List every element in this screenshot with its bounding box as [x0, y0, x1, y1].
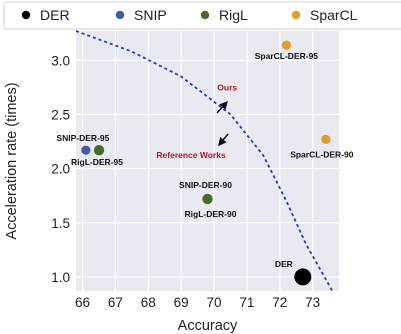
- point-label-snip-der-95: SNIP-DER-95: [56, 133, 109, 143]
- point-label-sparcl-der-90: SparCL-DER-90: [290, 149, 354, 159]
- plot-area: 66 67 68 69 70 71 72 73 1.0 1.5 2.0 2.5 3.0 DER SNIP-D…: [51, 30, 354, 310]
- data-point-sparcl-der-95: [281, 40, 291, 50]
- legend-label-snip: SNIP: [134, 7, 167, 23]
- data-point-rigl-der-95: [93, 144, 105, 156]
- x-tick-label: 68: [141, 295, 156, 310]
- x-tick-label: 73: [305, 295, 320, 310]
- x-tick-label: 69: [174, 295, 189, 310]
- x-tick-label: 71: [239, 295, 254, 310]
- frontier-curve: [75, 30, 334, 292]
- x-tick-label: 67: [108, 295, 123, 310]
- y-tick-label: 1.5: [51, 216, 70, 231]
- point-label-sparcl-der-95: SparCL-DER-95: [255, 51, 319, 61]
- legend-label-der: DER: [40, 7, 70, 23]
- plot-background: [76, 31, 339, 291]
- legend-marker-snip: [115, 10, 125, 20]
- legend-marker-rigl: [200, 10, 210, 20]
- legend-label-sparcl: SparCL: [310, 7, 358, 23]
- point-label-snip-der-90: SNIP-DER-90: [179, 180, 232, 190]
- legend: DER SNIP RigL SparCL: [3, 1, 401, 30]
- legend-marker-sparcl: [291, 10, 301, 20]
- legend-label-rigl: RigL: [219, 7, 248, 23]
- annotation-ours: Ours: [217, 83, 237, 93]
- x-tick-label: 70: [207, 295, 222, 310]
- x-axis-title: Accuracy: [178, 318, 238, 334]
- data-point-sparcl-der-90: [321, 134, 331, 144]
- point-label-rigl-der-90: RigL-DER-90: [185, 209, 237, 219]
- point-label-der: DER: [275, 259, 293, 269]
- y-tick-label: 1.0: [51, 270, 70, 285]
- legend-marker-der: [21, 10, 31, 20]
- x-tick-label: 72: [272, 295, 287, 310]
- y-tick-label: 2.5: [51, 107, 70, 122]
- data-point-snip-der-95: [81, 145, 91, 155]
- point-label-rigl-der-95: RigL-DER-95: [71, 157, 123, 167]
- arrow-ours: [216, 100, 228, 114]
- annotation-reference-works: Reference Works: [156, 150, 226, 160]
- data-point-rigl-der-90: [202, 193, 213, 205]
- data-point-der: [294, 268, 312, 286]
- x-tick-label: 66: [75, 295, 90, 310]
- arrow-reference-works: [218, 133, 229, 147]
- y-tick-label: 2.0: [51, 162, 70, 177]
- y-tick-label: 3.0: [51, 53, 70, 68]
- y-axis-title: Acceleration rate (times): [4, 82, 20, 239]
